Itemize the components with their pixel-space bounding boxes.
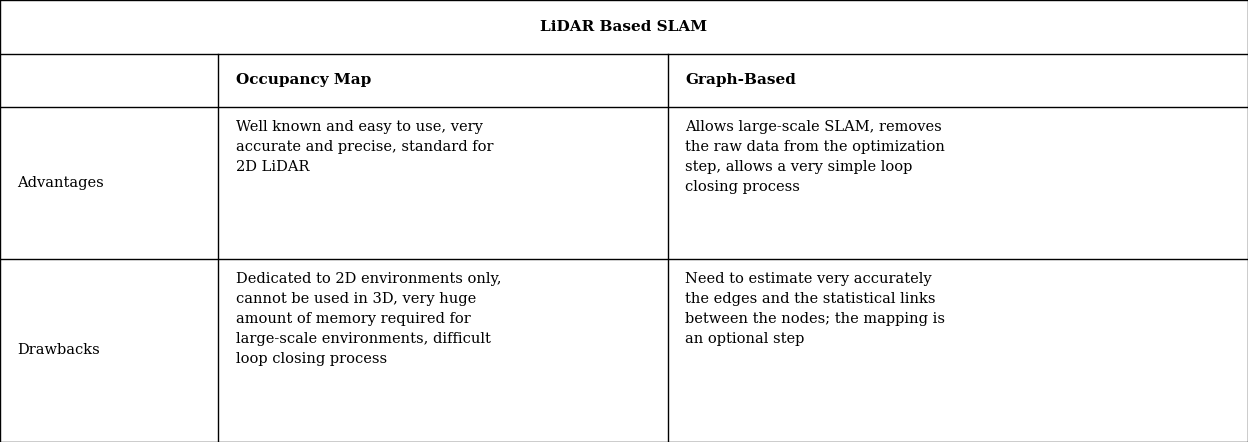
Text: Need to estimate very accurately
the edges and the statistical links
between the: Need to estimate very accurately the edg… bbox=[685, 272, 945, 346]
Text: Allows large-scale SLAM, removes
the raw data from the optimization
step, allows: Allows large-scale SLAM, removes the raw… bbox=[685, 120, 945, 194]
Text: Drawbacks: Drawbacks bbox=[17, 343, 100, 357]
Text: Occupancy Map: Occupancy Map bbox=[236, 73, 371, 88]
Text: Advantages: Advantages bbox=[17, 176, 105, 190]
Text: Well known and easy to use, very
accurate and precise, standard for
2D LiDAR: Well known and easy to use, very accurat… bbox=[236, 120, 493, 174]
Text: Dedicated to 2D environments only,
cannot be used in 3D, very huge
amount of mem: Dedicated to 2D environments only, canno… bbox=[236, 272, 502, 366]
Text: LiDAR Based SLAM: LiDAR Based SLAM bbox=[540, 20, 708, 34]
Text: Graph-Based: Graph-Based bbox=[685, 73, 796, 88]
